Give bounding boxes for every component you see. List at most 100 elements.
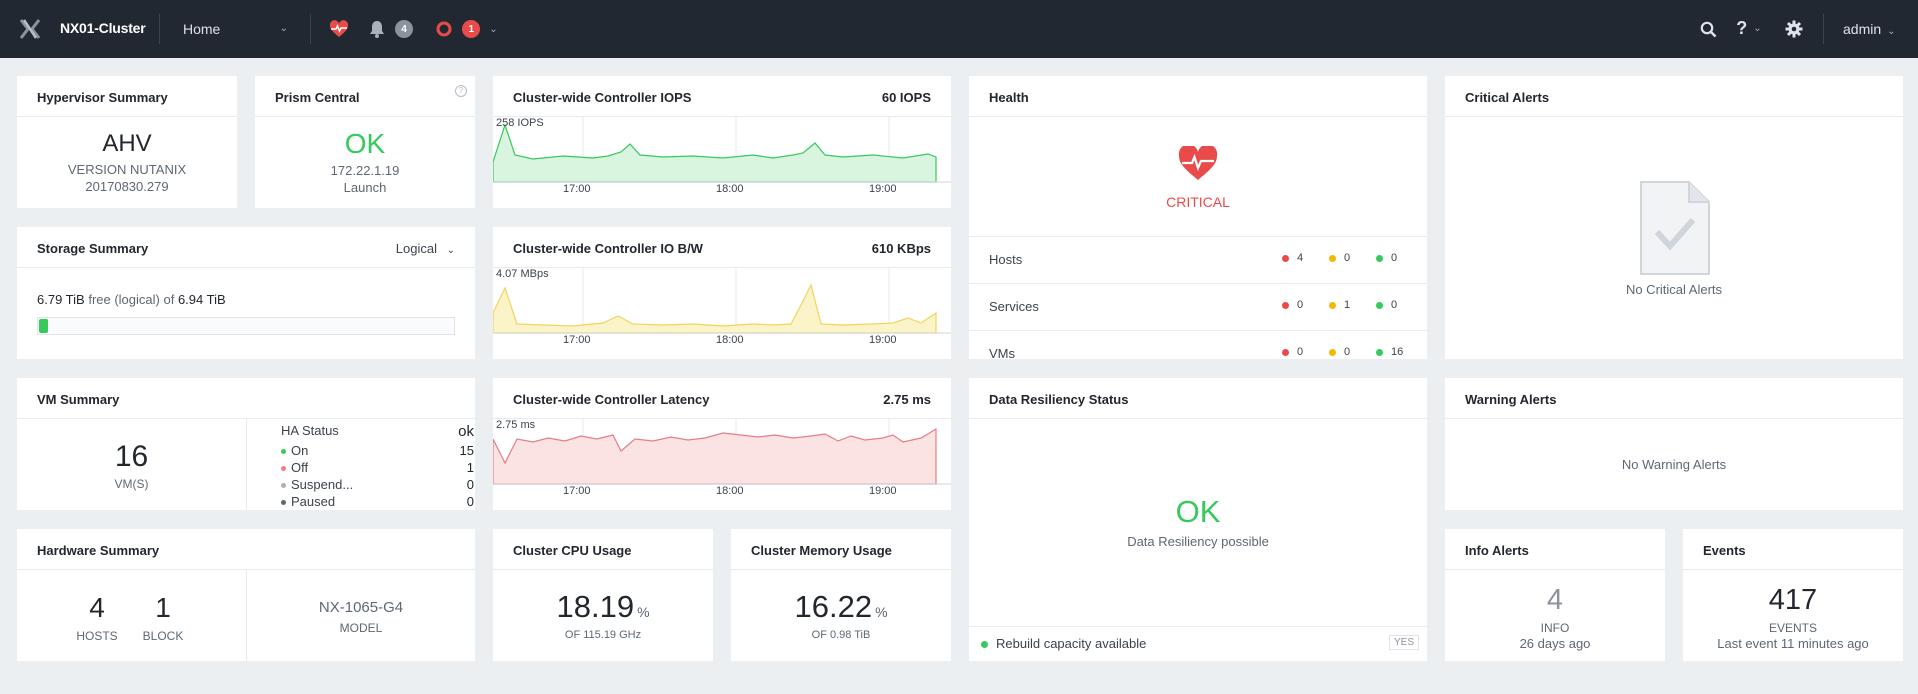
health-row-vms[interactable]: VMs 0 0 16	[969, 330, 1427, 377]
cpu-usage-card[interactable]: Cluster CPU Usage 18.19% OF 115.19 GHz	[493, 529, 713, 661]
x-tick: 17:00	[563, 334, 591, 346]
card-title: Storage Summary	[37, 241, 149, 256]
memory-capacity: OF 0.98 TiB	[811, 629, 871, 641]
health-card[interactable]: Health CRITICAL Hosts 4 0 0 Services 0 1 0 VMs 0 0…	[969, 76, 1427, 361]
critical-alerts-button[interactable]: 1 ⌄	[434, 18, 500, 40]
storage-total: 6.94 TiB	[177, 292, 226, 307]
events-card[interactable]: Events 417 EVENTS Last event 11 minutes …	[1683, 529, 1903, 661]
critical-count-value: 0	[1297, 299, 1304, 311]
card-title: Critical Alerts	[1465, 90, 1550, 105]
chevron-down-icon: ⌄	[279, 23, 288, 34]
vm-summary-card[interactable]: VM Summary 16 VM(S) HA Status ok On 15 Off…	[17, 378, 475, 510]
x-tick: 19:00	[869, 334, 897, 346]
warning-alerts-card[interactable]: Warning Alerts No Warning Alerts	[1445, 378, 1903, 510]
cpu-usage-value-row: 18.19%	[493, 589, 713, 625]
top-bar: NX01-Cluster Home ⌄ 4 1 ⌄ ? ⌄ admin ⌄	[0, 0, 1918, 58]
divider	[246, 570, 247, 661]
health-row-hosts[interactable]: Hosts 4 0 0	[969, 236, 1427, 283]
cluster-name[interactable]: NX01-Cluster	[60, 20, 146, 36]
x-tick: 18:00	[716, 183, 744, 195]
nutanix-logo-icon[interactable]	[19, 18, 41, 40]
block-count: 1	[155, 592, 171, 623]
card-title: Cluster-wide Controller Latency	[513, 392, 710, 407]
bandwidth-chart[interactable]	[493, 268, 951, 359]
bandwidth-chart-card[interactable]: Cluster-wide Controller IO B/W 610 KBps …	[493, 227, 951, 359]
empty-document-icon	[1640, 181, 1710, 275]
health-heart-icon[interactable]	[328, 19, 350, 39]
nav-selected-label: Home	[183, 21, 221, 37]
hypervisor-name: AHV	[102, 130, 152, 157]
divider	[1823, 14, 1824, 44]
critical-alerts-card[interactable]: Critical Alerts No Critical Alerts	[1445, 76, 1903, 359]
critical-count: 0	[1282, 346, 1303, 358]
storage-mode-dropdown[interactable]: Logical ⌄	[396, 241, 455, 256]
cpu-usage-value: 18.19	[556, 589, 635, 624]
prism-ip: 172.22.1.19	[330, 163, 400, 178]
storage-mode-label: Logical	[395, 241, 437, 256]
ha-state-row: Suspend... 0	[281, 477, 474, 492]
divider	[493, 267, 951, 268]
chevron-down-icon: ⌄	[446, 245, 455, 256]
iops-chart-card[interactable]: Cluster-wide Controller IOPS 60 IOPS 258…	[493, 76, 951, 208]
storage-summary-card[interactable]: Storage Summary Logical ⌄ 6.79 TiB free …	[17, 227, 475, 359]
warning-count-value: 0	[1344, 346, 1351, 358]
divider	[17, 267, 475, 268]
help-icon[interactable]: ?	[455, 85, 467, 97]
nav-dropdown[interactable]: Home ⌄	[165, 12, 298, 46]
user-menu[interactable]: admin ⌄	[1843, 21, 1896, 37]
latency-peak-label: 2.75 ms	[496, 419, 536, 431]
help-icon: ?	[1736, 17, 1748, 38]
good-count: 0	[1376, 252, 1397, 264]
latency-chart[interactable]	[493, 419, 951, 510]
critical-alerts-empty: No Critical Alerts	[1625, 282, 1723, 297]
ha-state-label: Off	[291, 460, 309, 475]
critical-count-badge: 1	[462, 20, 481, 38]
card-title: Cluster CPU Usage	[513, 543, 632, 558]
vm-count-label: VM(S)	[114, 477, 149, 491]
health-row-services[interactable]: Services 0 1 0	[969, 283, 1427, 330]
storage-usage-fill	[39, 319, 48, 333]
vm-count: 16	[114, 440, 149, 473]
info-alerts-card[interactable]: Info Alerts 4 INFO 26 days ago	[1445, 529, 1665, 661]
data-resiliency-card[interactable]: Data Resiliency Status OK Data Resilienc…	[969, 378, 1427, 661]
divider	[17, 116, 237, 117]
status-dot	[1376, 254, 1383, 262]
status-dot	[281, 449, 286, 455]
latency-chart-card[interactable]: Cluster-wide Controller Latency 2.75 ms …	[493, 378, 951, 510]
cpu-usage-unit: %	[637, 604, 650, 620]
ha-state-value: 1	[466, 460, 474, 475]
rebuild-capacity-label: Rebuild capacity available	[996, 636, 1147, 651]
divider	[969, 116, 1427, 117]
ha-state-value: 0	[466, 494, 474, 509]
cpu-capacity: OF 115.19 GHz	[564, 629, 642, 641]
rebuild-capacity-row: Rebuild capacity available	[981, 636, 1146, 651]
status-dot	[1329, 348, 1336, 356]
warning-alerts-empty: No Warning Alerts	[1621, 457, 1727, 472]
critical-count: 0	[1282, 299, 1303, 311]
warning-count: 0	[1329, 252, 1350, 264]
alerts-bell-button[interactable]: 4	[366, 18, 416, 40]
prism-central-card[interactable]: Prism Central ? OK 172.22.1.19 Launch	[255, 76, 475, 208]
card-title: Events	[1703, 543, 1746, 558]
status-dot	[1329, 301, 1336, 309]
hardware-summary-card[interactable]: Hardware Summary 4 HOSTS 1 BLOCK NX-1065…	[17, 529, 475, 661]
ha-state-label: Paused	[291, 494, 336, 509]
gear-icon[interactable]	[1783, 18, 1805, 40]
memory-usage-value: 16.22	[794, 589, 873, 624]
iops-chart[interactable]	[493, 117, 951, 208]
prism-launch-link[interactable]: Launch	[343, 180, 387, 195]
x-tick: 18:00	[716, 334, 744, 346]
ha-state-label: Suspend...	[291, 477, 354, 492]
hypervisor-version-line1: VERSION NUTANIX	[67, 162, 187, 177]
storage-free-caption: free (logical) of	[88, 292, 175, 307]
resiliency-description: Data Resiliency possible	[1127, 534, 1269, 549]
bell-icon	[370, 21, 384, 38]
card-title: Cluster-wide Controller IO B/W	[513, 241, 703, 256]
warning-count: 0	[1329, 346, 1350, 358]
events-last: Last event 11 minutes ago	[1717, 636, 1869, 651]
memory-usage-card[interactable]: Cluster Memory Usage 16.22% OF 0.98 TiB	[731, 529, 951, 661]
search-icon[interactable]	[1698, 19, 1718, 39]
hypervisor-summary-card[interactable]: Hypervisor Summary AHV VERSION NUTANIX 2…	[17, 76, 237, 208]
help-button[interactable]: ? ⌄	[1732, 17, 1766, 39]
x-tick: 17:00	[563, 485, 591, 497]
